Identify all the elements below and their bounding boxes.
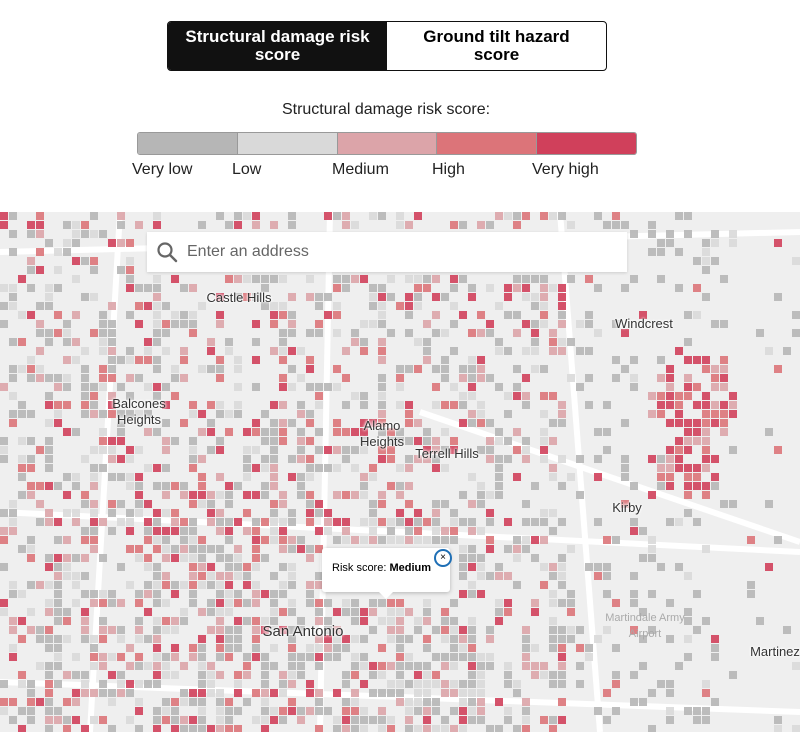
legend-label: Medium bbox=[332, 161, 389, 178]
risk-cells bbox=[0, 212, 800, 732]
place-label: Castle Hills bbox=[206, 290, 272, 305]
legend-label: High bbox=[432, 161, 465, 178]
legend-swatch bbox=[237, 133, 338, 154]
place-label: Windcrest bbox=[615, 316, 673, 331]
legend-swatch bbox=[337, 133, 438, 154]
place-label: San Antonio bbox=[262, 623, 344, 640]
legend-swatch bbox=[138, 133, 238, 154]
risk-cells bbox=[0, 212, 782, 732]
popup: Risk score: Medium bbox=[322, 548, 450, 592]
place-label: Martindale Army Airport bbox=[605, 612, 685, 640]
map-layer bbox=[0, 212, 800, 732]
legend-bar bbox=[137, 132, 637, 155]
legend-label: Very high bbox=[532, 161, 599, 178]
popup-label: Risk score: bbox=[332, 562, 387, 574]
search-icon bbox=[157, 242, 178, 263]
search-placeholder: Enter an address bbox=[187, 243, 309, 260]
toggle-button[interactable]: Ground tilt hazard score bbox=[423, 27, 570, 64]
road bbox=[419, 409, 800, 545]
place-label: Balcones Heights bbox=[112, 396, 166, 427]
place-label: Kirby bbox=[612, 500, 642, 515]
road bbox=[557, 212, 603, 732]
place-label: Alamo Heights bbox=[359, 418, 405, 449]
layer-toggle: Structural damage risk score Ground tilt… bbox=[167, 21, 607, 71]
popup-arrow bbox=[377, 590, 395, 599]
legend-title: Structural damage risk score: bbox=[281, 101, 491, 118]
legend-label: Low bbox=[232, 161, 262, 178]
close-button[interactable]: × bbox=[434, 549, 452, 567]
legend-label: Very low bbox=[132, 161, 193, 178]
map: Castle Hills Windcrest Balcones Heights Ala… bbox=[0, 212, 800, 732]
place-label: Martinez bbox=[750, 644, 800, 659]
toggle-button[interactable]: Structural damage risk score bbox=[168, 22, 387, 70]
legend-swatch bbox=[537, 133, 636, 154]
legend-swatch bbox=[437, 133, 538, 154]
popup-value: Medium bbox=[389, 562, 432, 574]
search-box[interactable]: Enter an address bbox=[147, 232, 627, 272]
place-label: Terrell Hills bbox=[415, 446, 479, 461]
